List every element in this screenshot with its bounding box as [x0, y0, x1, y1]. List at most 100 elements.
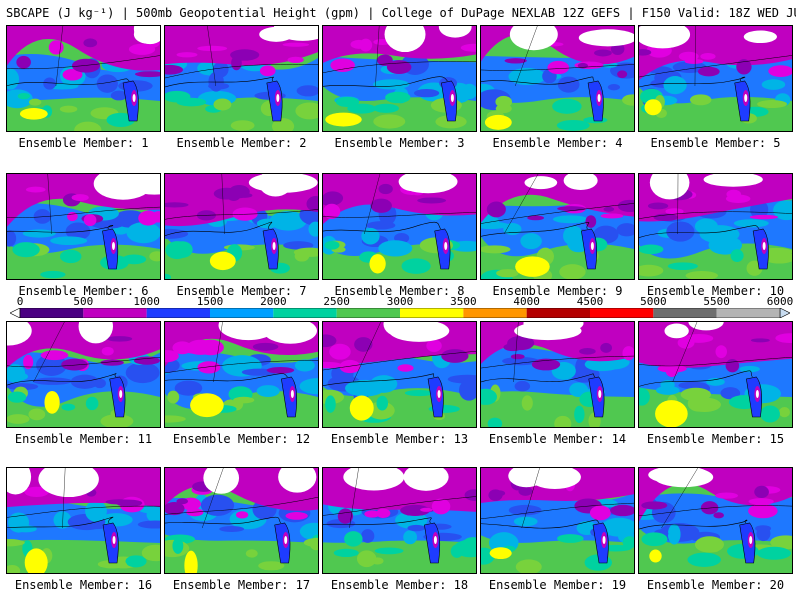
cape-map: [6, 467, 161, 574]
colorbar-tick-label: 2000: [260, 295, 287, 308]
ensemble-member-12: Ensemble Member: 12: [164, 321, 319, 449]
cape-map-graphic: [481, 26, 634, 131]
ensemble-member-label: Ensemble Member: 12: [172, 432, 311, 446]
cape-map: [638, 173, 793, 280]
cape-map-graphic: [481, 174, 634, 279]
colorbar-segment: [526, 308, 590, 318]
cape-map-graphic: [481, 322, 634, 427]
cape-map: [164, 467, 319, 574]
colorbar-tick-label: 3500: [450, 295, 477, 308]
ensemble-member-label: Ensemble Member: 10: [646, 284, 785, 298]
ensemble-member-13: Ensemble Member: 13: [322, 321, 477, 449]
cape-map-graphic: [7, 26, 160, 131]
colorbar-tick-labels: 0 500 1000 1500 2000 2500 3000 3500 4000 4500 5000…: [10, 295, 794, 308]
colorbar-segment: [590, 308, 654, 318]
figure-title: SBCAPE (J kg⁻¹) | 500mb Geopotential Hei…: [6, 6, 796, 20]
ensemble-member-17: Ensemble Member: 17: [164, 467, 319, 595]
ensemble-member-label: Ensemble Member: 17: [172, 578, 311, 592]
cape-map: [322, 25, 477, 132]
ensemble-member-label: Ensemble Member: 20: [646, 578, 785, 592]
ensemble-member-label: Ensemble Member: 15: [646, 432, 785, 446]
colorbar-bar: [10, 308, 790, 318]
cape-map-graphic: [639, 468, 792, 573]
colorbar-segment: [400, 308, 464, 318]
cape-map: [638, 321, 793, 428]
cape-map-graphic: [7, 468, 160, 573]
ensemble-member-14: Ensemble Member: 14: [480, 321, 635, 449]
ensemble-member-label: Ensemble Member: 16: [14, 578, 153, 592]
ensemble-member-8: Ensemble Member: 8: [322, 173, 477, 301]
cape-map: [638, 467, 793, 574]
cape-map-graphic: [323, 468, 476, 573]
cape-map-graphic: [165, 174, 318, 279]
cape-map-graphic: [165, 468, 318, 573]
ensemble-member-9: Ensemble Member: 9: [480, 173, 635, 301]
cape-map: [480, 173, 635, 280]
colorbar-tick-label: 3000: [386, 295, 414, 308]
cape-map-graphic: [323, 26, 476, 131]
colorbar-tick-label: 500: [73, 295, 94, 308]
colorbar: 0 500 1000 1500 2000 2500 3000 3500 4000 4500 5000…: [10, 295, 794, 320]
cape-map: [480, 467, 635, 574]
ensemble-member-18: Ensemble Member: 18: [322, 467, 477, 595]
cape-map-graphic: [7, 322, 160, 427]
colorbar-min-arrow: [10, 308, 21, 318]
ensemble-member-2: Ensemble Member: 2: [164, 25, 319, 153]
ensemble-member-label: Ensemble Member: 11: [14, 432, 153, 446]
cape-map: [322, 467, 477, 574]
cape-map-graphic: [323, 174, 476, 279]
colorbar-tick-label: 6000: [766, 295, 794, 308]
cape-map-graphic: [639, 26, 792, 131]
ensemble-member-5: Ensemble Member: 5: [638, 25, 793, 153]
ensemble-member-3: Ensemble Member: 3: [322, 25, 477, 153]
colorbar-tick-label: 0: [16, 295, 24, 308]
ensemble-member-7: Ensemble Member: 7: [164, 173, 319, 301]
ensemble-member-11: Ensemble Member: 11: [6, 321, 161, 449]
colorbar-tick-label: 5500: [703, 295, 730, 308]
colorbar-tick-label: 4000: [513, 295, 540, 308]
colorbar-segment: [20, 308, 84, 318]
ensemble-member-label: Ensemble Member: 1: [18, 136, 149, 150]
ensemble-member-label: Ensemble Member: 8: [334, 284, 465, 298]
cape-map-graphic: [323, 322, 476, 427]
ensemble-member-label: Ensemble Member: 2: [176, 136, 307, 150]
cape-map: [164, 321, 319, 428]
ensemble-member-label: Ensemble Member: 14: [488, 432, 627, 446]
cape-map: [164, 25, 319, 132]
ensemble-member-16: Ensemble Member: 16: [6, 467, 161, 595]
cape-map: [164, 173, 319, 280]
cape-map-graphic: [481, 468, 634, 573]
ensemble-member-label: Ensemble Member: 19: [488, 578, 627, 592]
ensemble-member-label: Ensemble Member: 13: [330, 432, 469, 446]
cape-map: [6, 173, 161, 280]
cape-map: [6, 25, 161, 132]
cape-map-graphic: [165, 26, 318, 131]
colorbar-tick-label: 4500: [576, 295, 604, 308]
colorbar-segment: [146, 308, 210, 318]
ensemble-member-1: Ensemble Member: 1: [6, 25, 161, 153]
colorbar-segment: [83, 308, 147, 318]
colorbar-tick-label: 1000: [133, 295, 160, 308]
ensemble-member-20: Ensemble Member: 20: [638, 467, 793, 595]
colorbar-segment: [336, 308, 400, 318]
ensemble-member-label: Ensemble Member: 6: [18, 284, 149, 298]
colorbar-segment: [463, 308, 527, 318]
cape-map-graphic: [165, 322, 318, 427]
colorbar-tick-label: 5000: [640, 295, 667, 308]
colorbar-max-arrow: [779, 308, 790, 318]
colorbar-segment: [210, 308, 274, 318]
cape-map: [322, 173, 477, 280]
ensemble-member-10: Ensemble Member: 10: [638, 173, 793, 301]
cape-map: [322, 321, 477, 428]
colorbar-tick-label: 1500: [196, 295, 224, 308]
ensemble-member-19: Ensemble Member: 19: [480, 467, 635, 595]
ensemble-member-label: Ensemble Member: 3: [334, 136, 465, 150]
colorbar-segment: [653, 308, 717, 318]
colorbar-segment: [716, 308, 780, 318]
ensemble-member-label: Ensemble Member: 9: [492, 284, 623, 298]
colorbar-segment: [273, 308, 337, 318]
ensemble-member-label: Ensemble Member: 18: [330, 578, 469, 592]
ensemble-member-15: Ensemble Member: 15: [638, 321, 793, 449]
cape-map-graphic: [7, 174, 160, 279]
cape-map: [638, 25, 793, 132]
